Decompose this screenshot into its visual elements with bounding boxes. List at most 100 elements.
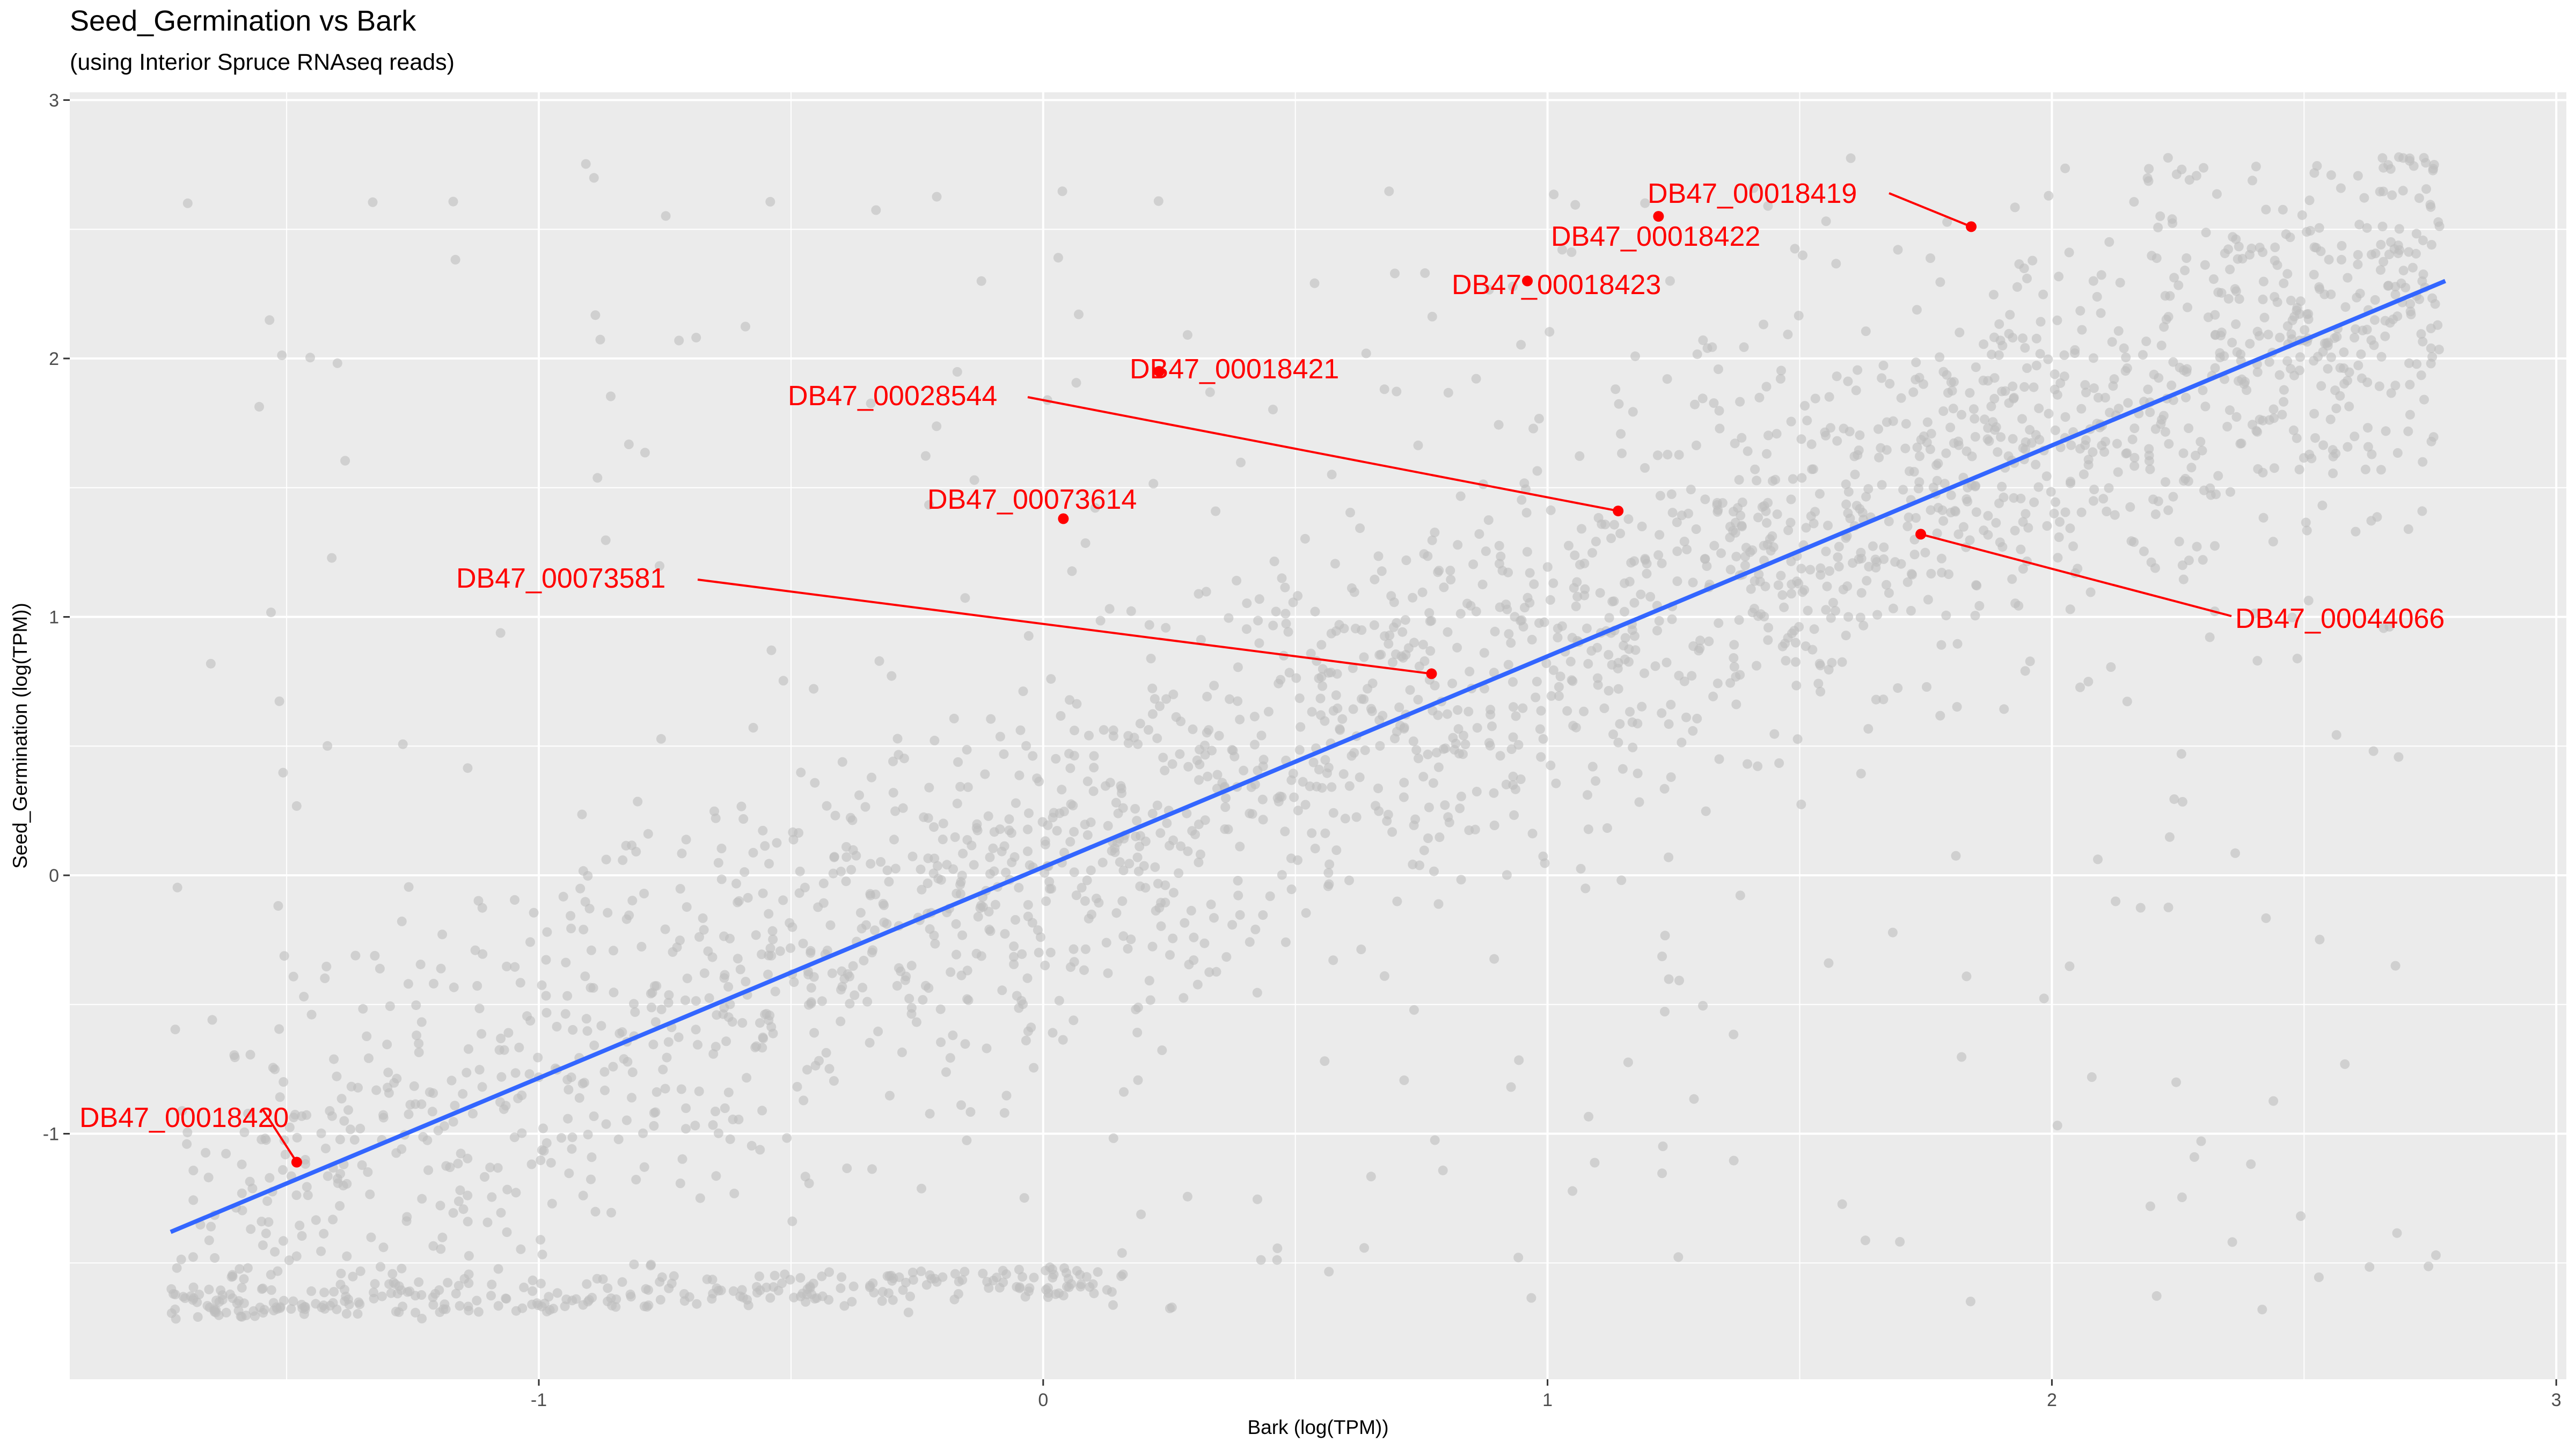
data-point (884, 876, 894, 887)
data-point (1809, 624, 1819, 634)
data-point (1111, 908, 1122, 918)
data-point (1900, 443, 1911, 453)
data-point (1841, 499, 1851, 509)
data-point (1545, 595, 1555, 605)
data-point (1792, 734, 1803, 744)
data-point (2264, 357, 2274, 367)
data-point (888, 788, 898, 798)
data-point (2318, 440, 2329, 450)
data-point (1384, 186, 1394, 196)
data-point (1968, 404, 1979, 414)
data-point (2127, 434, 2138, 444)
data-point (1335, 725, 1345, 735)
data-point (1133, 1002, 1143, 1013)
data-point (1768, 476, 1777, 486)
data-point (953, 757, 963, 767)
data-point (417, 1314, 427, 1323)
data-point (2076, 507, 2087, 517)
data-point (1577, 524, 1586, 534)
data-point (860, 802, 870, 812)
data-point (404, 882, 414, 892)
data-point (1023, 900, 1033, 910)
data-point (866, 859, 876, 869)
data-point (1227, 920, 1238, 930)
data-point (2160, 427, 2170, 437)
data-point (1333, 703, 1343, 713)
data-point (511, 1188, 521, 1198)
data-point (842, 1163, 852, 1173)
data-point (1660, 931, 1670, 941)
data-point (1957, 1052, 1967, 1062)
data-point (777, 1278, 787, 1289)
data-point (178, 1292, 188, 1302)
data-point (1011, 915, 1020, 925)
data-point (1628, 742, 1638, 752)
data-point (1653, 550, 1664, 560)
data-point (1366, 704, 1376, 714)
data-point (2031, 459, 2041, 470)
data-point (976, 276, 986, 286)
data-point (1471, 606, 1481, 617)
data-point (2184, 555, 2194, 566)
data-point (916, 1266, 926, 1276)
data-point (2169, 273, 2179, 283)
data-point (625, 1289, 635, 1299)
data-point (1361, 348, 1371, 358)
data-point (908, 1268, 918, 1277)
data-point (170, 1304, 180, 1314)
data-point (1834, 541, 1844, 552)
data-point (1188, 724, 1198, 734)
data-point (1340, 814, 1350, 824)
data-point (1152, 800, 1162, 810)
data-point (2363, 442, 2373, 452)
data-point (1136, 1209, 1146, 1219)
data-point (1526, 1293, 1536, 1303)
data-point (477, 1082, 487, 1092)
data-point (2344, 367, 2354, 377)
data-point (855, 908, 866, 918)
data-point (2252, 656, 2263, 666)
data-point (606, 1208, 616, 1218)
data-point (470, 945, 480, 955)
data-point (1014, 883, 1024, 893)
data-point (2087, 1072, 2097, 1082)
data-point (629, 1260, 639, 1269)
data-point (1763, 201, 1773, 211)
data-point (510, 1068, 521, 1078)
data-point (1800, 401, 1810, 411)
data-point (1310, 606, 1320, 617)
data-point (458, 1204, 469, 1214)
data-point (2129, 461, 2140, 471)
data-point (2123, 398, 2133, 408)
data-point (1700, 554, 1710, 564)
data-point (584, 904, 595, 914)
data-point (1715, 423, 1725, 434)
data-point (1825, 566, 1834, 576)
data-point (1816, 570, 1826, 580)
data-point (214, 1297, 224, 1307)
data-point (754, 1271, 764, 1282)
data-point (2261, 204, 2271, 215)
data-point (1351, 812, 1362, 822)
data-point (1119, 1087, 1129, 1097)
data-point (1104, 604, 1115, 614)
data-point (417, 1194, 427, 1204)
data-point (1740, 560, 1750, 570)
data-point (1442, 709, 1452, 719)
data-point (2344, 401, 2354, 412)
data-point (2196, 1136, 2206, 1146)
data-point (1147, 709, 1158, 719)
gene-label: DB47_00073581 (456, 563, 665, 594)
data-point (1401, 555, 1411, 565)
data-point (619, 1054, 629, 1064)
data-point (1896, 393, 1906, 403)
data-point (1686, 485, 1696, 495)
data-point (2309, 269, 2319, 280)
data-point (435, 1201, 445, 1211)
data-point (1233, 696, 1243, 706)
data-point (2080, 380, 2090, 390)
data-point (2177, 797, 2187, 807)
gene-label: DB47_00018419 (1648, 178, 1857, 209)
data-point (2080, 440, 2090, 450)
data-point (2403, 524, 2413, 534)
